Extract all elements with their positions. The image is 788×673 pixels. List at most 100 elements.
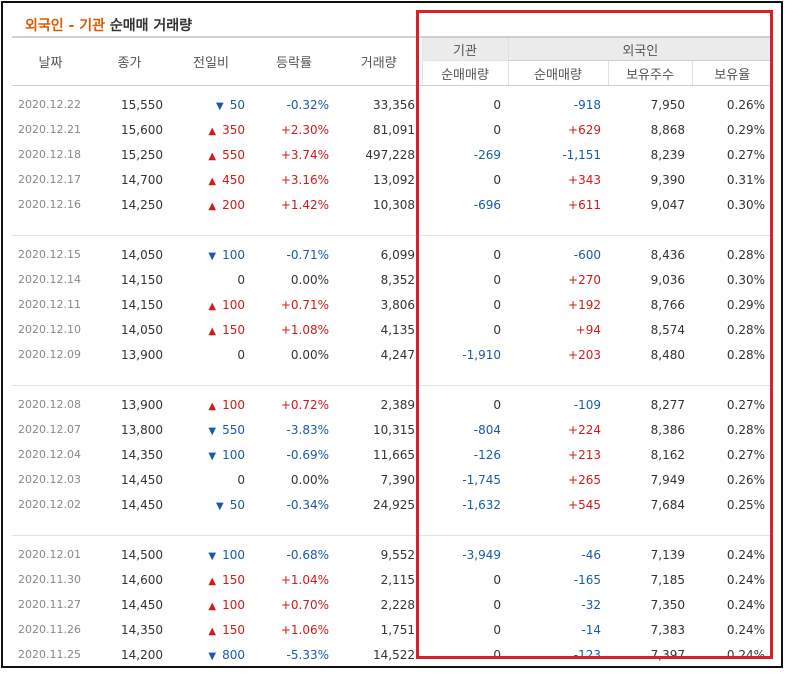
cell-date: 2020.12.09 <box>18 348 81 361</box>
triangle-down-icon: ▼ <box>216 100 224 112</box>
cell-close: 14,250 <box>121 197 163 212</box>
cell-diff: ▼ 800 <box>170 642 252 667</box>
trading-table: 날짜 종가 전일비 등락률 거래량 기관 외국인 순매매량 순매매량 보유주수 … <box>12 36 773 667</box>
cell-foreign-net: -1,151 <box>562 147 601 162</box>
diff-value: 50 <box>229 497 245 512</box>
cell-inst-net: 0 <box>493 647 501 662</box>
table-row: 2020.12.07 13,800 ▼ 550 -3.83% 10,315 -804 +224… <box>12 417 772 442</box>
cell-foreign-hold: 8,436 <box>650 247 685 262</box>
cell-close: 14,450 <box>121 472 163 487</box>
cell-foreign-net: -165 <box>573 572 601 587</box>
title-accent: 외국인 - 기관 <box>25 18 105 34</box>
triangle-down-icon: ▼ <box>216 500 224 512</box>
diff-value: 150 <box>222 572 245 587</box>
cell-foreign-net: +343 <box>568 172 601 187</box>
diff-value: 150 <box>222 622 245 637</box>
cell-close: 14,050 <box>121 247 163 262</box>
header-inst-net: 순매매량 <box>421 60 508 86</box>
cell-rate: +1.04% <box>280 572 329 587</box>
cell-diff: ▲ 150 <box>170 567 252 592</box>
cell-diff: ▲ 150 <box>170 317 252 342</box>
cell-diff: 0 <box>170 467 252 492</box>
group-divider <box>12 385 773 386</box>
title-rest: 순매매 거래량 <box>109 18 192 34</box>
cell-foreign-ratio: 0.24% <box>726 622 766 637</box>
triangle-up-icon: ▲ <box>208 300 217 312</box>
triangle-down-icon: ▼ <box>208 425 217 437</box>
cell-rate: +1.08% <box>280 322 329 337</box>
header-rate: 등락률 <box>252 36 336 86</box>
cell-diff: ▲ 350 <box>170 117 252 142</box>
triangle-down-icon: ▼ <box>208 250 217 262</box>
cell-foreign-ratio: 0.29% <box>726 122 766 137</box>
cell-close: 14,350 <box>121 622 163 637</box>
cell-rate: -0.71% <box>286 247 329 262</box>
cell-rate: -0.32% <box>286 97 329 112</box>
triangle-down-icon: ▼ <box>208 650 217 662</box>
cell-date: 2020.12.08 <box>18 398 81 411</box>
diff-value: 0 <box>237 472 245 487</box>
cell-foreign-ratio: 0.28% <box>726 422 766 437</box>
table-row: 2020.12.17 14,700 ▲ 450 +3.16% 13,092 0 +343 9,3… <box>12 167 772 192</box>
cell-foreign-ratio: 0.31% <box>726 172 766 187</box>
triangle-up-icon: ▲ <box>208 625 217 637</box>
diff-value: 0 <box>237 272 245 287</box>
cell-foreign-ratio: 0.27% <box>726 397 766 412</box>
diff-value: 150 <box>222 322 245 337</box>
cell-diff: ▲ 100 <box>170 592 252 617</box>
cell-close: 15,600 <box>121 122 163 137</box>
cell-foreign-net: +611 <box>568 197 601 212</box>
cell-inst-net: -3,949 <box>462 547 501 562</box>
cell-foreign-ratio: 0.26% <box>726 97 766 112</box>
cell-foreign-net: +203 <box>568 347 601 362</box>
cell-close: 13,900 <box>121 397 163 412</box>
cell-foreign-hold: 7,950 <box>650 97 685 112</box>
cell-foreign-net: +213 <box>568 447 601 462</box>
cell-foreign-ratio: 0.28% <box>726 347 766 362</box>
cell-date: 2020.12.10 <box>18 323 81 336</box>
cell-volume: 10,315 <box>373 422 415 437</box>
cell-close: 14,350 <box>121 447 163 462</box>
cell-close: 14,150 <box>121 297 163 312</box>
cell-date: 2020.12.18 <box>18 148 81 161</box>
cell-diff: ▲ 100 <box>170 292 252 317</box>
page-title: 외국인 - 기관 순매매 거래량 <box>25 15 192 35</box>
cell-foreign-net: +629 <box>568 122 601 137</box>
header-foreign-ratio: 보유율 <box>691 60 773 86</box>
cell-date: 2020.12.21 <box>18 123 81 136</box>
header-diff: 전일비 <box>170 36 252 86</box>
cell-foreign-hold: 8,239 <box>650 147 685 162</box>
triangle-up-icon: ▲ <box>208 125 217 137</box>
cell-close: 14,450 <box>121 597 163 612</box>
cell-volume: 11,665 <box>373 447 415 462</box>
cell-rate: -0.69% <box>286 447 329 462</box>
cell-rate: +3.74% <box>280 147 329 162</box>
table-row: 2020.12.18 15,250 ▲ 550 +3.74% 497,228 -269 -1,… <box>12 142 772 167</box>
diff-value: 100 <box>222 447 245 462</box>
cell-date: 2020.12.04 <box>18 448 81 461</box>
cell-foreign-ratio: 0.24% <box>726 547 766 562</box>
cell-diff: ▲ 150 <box>170 617 252 642</box>
cell-volume: 4,135 <box>380 322 415 337</box>
header-foreign: 외국인 <box>507 36 773 61</box>
cell-close: 14,450 <box>121 497 163 512</box>
cell-date: 2020.11.26 <box>18 623 81 636</box>
cell-foreign-net: +94 <box>575 322 601 337</box>
cell-volume: 81,091 <box>373 122 415 137</box>
cell-date: 2020.12.11 <box>18 298 81 311</box>
table-row: 2020.11.27 14,450 ▲ 100 +0.70% 2,228 0 -32 7,350… <box>12 592 772 617</box>
cell-foreign-hold: 8,574 <box>650 322 685 337</box>
cell-volume: 2,115 <box>380 572 415 587</box>
cell-inst-net: -804 <box>473 422 501 437</box>
group-spacer <box>12 517 772 536</box>
cell-date: 2020.12.14 <box>18 273 81 286</box>
cell-foreign-hold: 7,949 <box>650 472 685 487</box>
diff-value: 0 <box>237 347 245 362</box>
cell-foreign-net: +270 <box>568 272 601 287</box>
cell-foreign-ratio: 0.28% <box>726 247 766 262</box>
triangle-up-icon: ▲ <box>208 200 217 212</box>
triangle-up-icon: ▲ <box>208 325 217 337</box>
cell-foreign-hold: 8,386 <box>650 422 685 437</box>
cell-inst-net: 0 <box>493 172 501 187</box>
cell-rate: +0.71% <box>280 297 329 312</box>
